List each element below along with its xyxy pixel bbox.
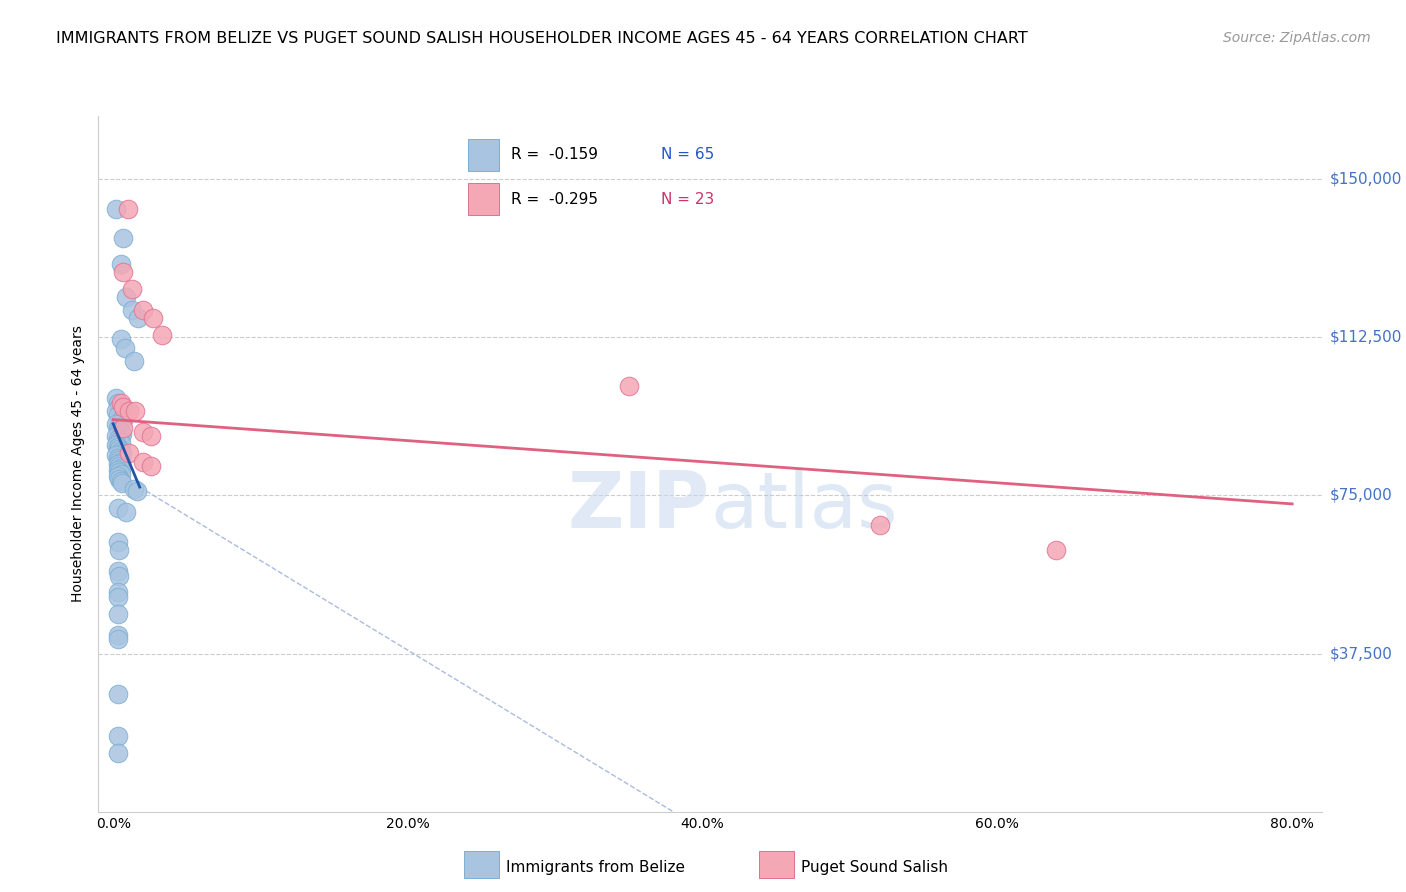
Point: [122, 353, 145, 368]
Point: [107, 585, 129, 599]
Point: [107, 687, 129, 701]
Point: [108, 400, 131, 414]
Point: [150, 328, 173, 343]
Point: [107, 440, 129, 454]
Point: [107, 534, 129, 549]
Point: [111, 446, 134, 460]
Point: [617, 379, 640, 393]
Point: [141, 429, 163, 443]
Y-axis label: Householder Income Ages 45 - 64 years: Householder Income Ages 45 - 64 years: [72, 326, 86, 602]
Point: [107, 501, 129, 516]
Point: [108, 423, 131, 437]
Point: [131, 425, 153, 440]
Point: [105, 449, 128, 463]
Point: [142, 311, 165, 326]
Point: [124, 404, 146, 418]
Point: [105, 202, 128, 216]
Point: [107, 590, 129, 604]
Point: [110, 461, 132, 475]
Point: [107, 432, 129, 446]
Point: [131, 455, 153, 469]
Point: [110, 412, 132, 426]
Point: [111, 427, 134, 442]
Text: $37,500: $37,500: [1330, 646, 1393, 661]
Point: [1045, 543, 1067, 558]
Point: [115, 505, 138, 519]
Point: [127, 311, 149, 326]
Point: [110, 256, 132, 270]
Text: R =  -0.295: R = -0.295: [512, 192, 599, 207]
Point: [108, 442, 131, 456]
Point: [110, 395, 132, 409]
Point: [121, 302, 143, 317]
Point: [112, 231, 135, 245]
Point: [105, 417, 128, 431]
Point: [108, 465, 131, 479]
Point: [121, 282, 143, 296]
Text: Source: ZipAtlas.com: Source: ZipAtlas.com: [1223, 31, 1371, 45]
Point: [118, 446, 141, 460]
Point: [107, 632, 129, 646]
Point: [108, 452, 131, 467]
Point: [107, 457, 129, 471]
Point: [107, 450, 129, 465]
Point: [110, 455, 132, 469]
Point: [105, 438, 128, 452]
Point: [118, 404, 141, 418]
Point: [110, 444, 132, 458]
Text: ZIP: ZIP: [568, 467, 710, 543]
Point: [110, 425, 132, 440]
Point: [110, 474, 132, 488]
Point: [125, 484, 148, 499]
Point: [107, 607, 129, 621]
Point: [105, 404, 128, 418]
Text: atlas: atlas: [710, 467, 897, 543]
Point: [107, 746, 129, 760]
Text: $75,000: $75,000: [1330, 488, 1393, 503]
Point: [107, 627, 129, 641]
Point: [108, 568, 131, 582]
Point: [112, 265, 135, 279]
Point: [107, 395, 129, 409]
Point: [117, 202, 139, 216]
Text: $150,000: $150,000: [1330, 172, 1402, 186]
Text: N = 23: N = 23: [661, 192, 714, 207]
Point: [111, 475, 134, 490]
Point: [112, 421, 135, 435]
Point: [108, 434, 131, 448]
Text: N = 65: N = 65: [661, 147, 714, 162]
Text: $112,500: $112,500: [1330, 330, 1402, 345]
Text: IMMIGRANTS FROM BELIZE VS PUGET SOUND SALISH HOUSEHOLDER INCOME AGES 45 - 64 YEA: IMMIGRANTS FROM BELIZE VS PUGET SOUND SA…: [56, 31, 1028, 46]
Point: [122, 482, 145, 496]
Point: [107, 729, 129, 743]
Point: [141, 458, 163, 473]
Point: [107, 409, 129, 423]
Point: [112, 412, 135, 426]
Point: [108, 458, 131, 473]
Point: [110, 333, 132, 347]
Point: [108, 472, 131, 486]
Point: [107, 469, 129, 483]
Point: [131, 302, 153, 317]
Point: [869, 518, 891, 533]
Text: Immigrants from Belize: Immigrants from Belize: [506, 860, 685, 874]
Point: [112, 400, 135, 414]
Text: Puget Sound Salish: Puget Sound Salish: [801, 860, 949, 874]
Point: [115, 290, 138, 304]
Point: [107, 421, 129, 435]
Point: [107, 463, 129, 477]
Point: [105, 392, 128, 406]
Point: [105, 429, 128, 443]
Point: [111, 400, 134, 414]
Point: [114, 341, 136, 355]
Point: [107, 565, 129, 579]
Point: [108, 543, 131, 558]
Text: R =  -0.159: R = -0.159: [512, 147, 599, 162]
Point: [110, 435, 132, 450]
Bar: [468, 183, 499, 215]
Point: [110, 467, 132, 482]
Bar: [468, 138, 499, 170]
